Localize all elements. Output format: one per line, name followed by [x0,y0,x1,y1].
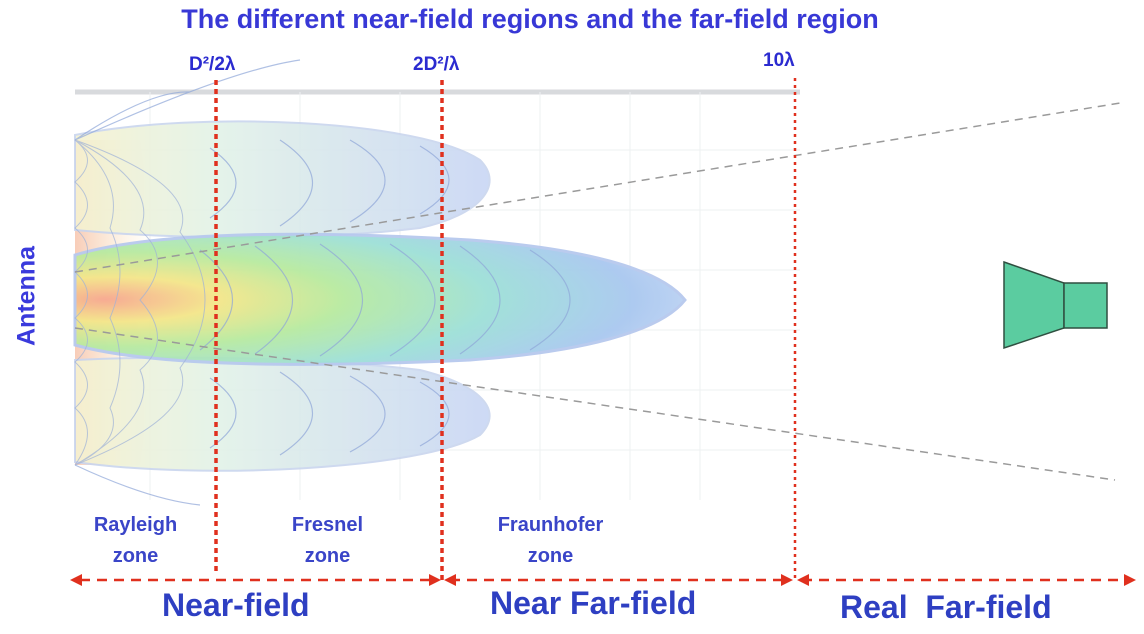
near-far-field-label: Near Far-field [490,585,697,621]
boundary-label-far-field: 2D²/λ [413,54,460,75]
arrow-left-icon [444,574,456,586]
radiation-pattern [73,59,687,506]
upper-side-lobe [74,120,491,239]
arrow-left-icon [797,574,809,586]
antenna-axis-label: Antenna [12,246,41,346]
arrow-right-icon [429,574,441,586]
main-lobe [73,232,687,366]
horn-antenna-icon [1003,260,1108,350]
arrow-right-icon [1124,574,1136,586]
fresnel-zone-label: Fresnel zone [270,510,385,572]
fraunhofer-zone-line2: zone [527,545,574,567]
fraunhofer-zone-label: Fraunhofer zone [478,510,623,572]
rayleigh-zone-line1: Rayleigh [93,514,178,536]
rayleigh-zone-line2: zone [112,545,159,567]
rayleigh-zone-label: Rayleigh zone [78,510,193,572]
fresnel-zone-line2: zone [304,545,351,567]
fresnel-zone-line1: Fresnel [291,514,364,536]
real-far-field-label: Real Far-field [840,589,1052,625]
boundary-label-near-field: D²/2λ [189,54,236,75]
region-boundaries [214,78,797,580]
beam-divergence-lines [74,102,1121,481]
arrow-right-icon [781,574,793,586]
lower-beam-edge [74,327,1116,481]
arrow-left-icon [70,574,82,586]
upper-beam-edge [74,102,1121,273]
fraunhofer-zone-line1: Fraunhofer [497,514,604,536]
boundary-label-real-far-field: 10λ [763,50,795,71]
arrow-heads [70,574,1136,586]
near-field-label: Near-field [162,587,310,623]
diagram-title: The different near-field regions and the… [181,4,879,34]
